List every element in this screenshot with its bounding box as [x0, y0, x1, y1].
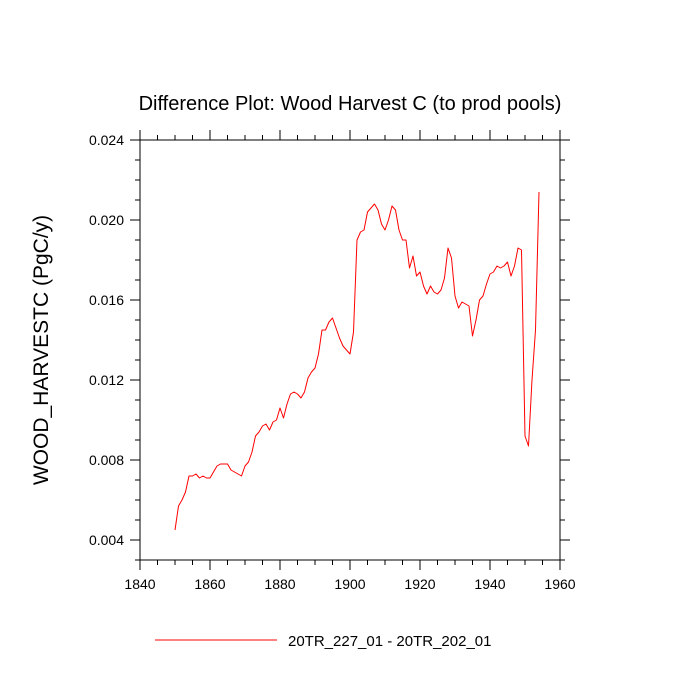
legend-label: 20TR_227_01 - 20TR_202_01: [288, 633, 491, 650]
x-tick-label: 1840: [124, 576, 155, 592]
series-group: [174, 191, 540, 531]
y-tick-label: 0.024: [89, 132, 124, 148]
x-tick-label: 1860: [194, 576, 225, 592]
plot-border: [139, 139, 561, 561]
x-tick-label: 1880: [264, 576, 295, 592]
x-tick-label: 1940: [474, 576, 505, 592]
x-tick-label: 1920: [404, 576, 435, 592]
y-tick-label: 0.004: [89, 532, 124, 548]
y-axis-label: WOOD_HARVESTC (PgC/y): [30, 215, 53, 485]
series-line-0: [174, 191, 540, 531]
legend: 20TR_227_01 - 20TR_202_01: [155, 633, 491, 650]
y-tick-label: 0.020: [89, 212, 124, 228]
y-tick-label: 0.012: [89, 372, 124, 388]
plot-frame: [139, 139, 561, 561]
x-axis: 1840 1860 1880 1900 1920 1940 1960: [124, 130, 576, 592]
chart-title: Difference Plot: Wood Harvest C (to prod…: [139, 93, 562, 115]
y-tick-label: 0.008: [89, 452, 124, 468]
x-tick-label: 1900: [334, 576, 365, 592]
y-tick-label: 0.016: [89, 292, 124, 308]
x-tick-label: 1960: [544, 576, 575, 592]
y-axis: 0.004 0.008 0.012 0.016 0.020 0.024: [89, 132, 570, 561]
